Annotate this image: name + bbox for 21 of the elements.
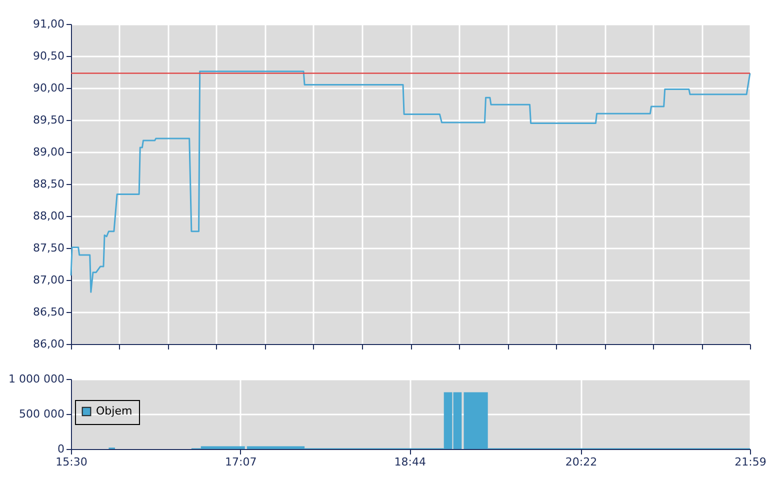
y-tick-label: 90,50 xyxy=(33,50,64,62)
y-tick-label: 86,00 xyxy=(33,338,64,350)
line-series xyxy=(70,70,751,293)
y-tick-label: 87,00 xyxy=(33,274,64,286)
x-tick-label: 15:30 xyxy=(56,456,88,468)
y-tick-label: 1 000 000 xyxy=(8,372,64,386)
y-tick-label: 89,00 xyxy=(33,146,64,158)
y-tick-label: 89,50 xyxy=(33,114,64,126)
x-tick-label: 20:22 xyxy=(565,456,598,468)
x-tick-label: 21:59 xyxy=(734,456,766,468)
legend-label: Objem xyxy=(96,404,132,418)
y-tick-label: 87,50 xyxy=(33,242,64,254)
y-tick-label: 90,00 xyxy=(33,82,64,94)
y-tick-label: 0 xyxy=(58,442,64,456)
y-tick-label: 88,50 xyxy=(33,178,64,190)
y-tick-label: 86,50 xyxy=(33,306,64,318)
x-tick-label: 17:07 xyxy=(225,456,257,468)
y-tick-label: 88,00 xyxy=(33,210,64,222)
y-tick-label: 91,00 xyxy=(33,18,64,30)
y-tick-label: 500 000 xyxy=(19,408,64,420)
x-tick-label: 18:44 xyxy=(394,456,426,468)
